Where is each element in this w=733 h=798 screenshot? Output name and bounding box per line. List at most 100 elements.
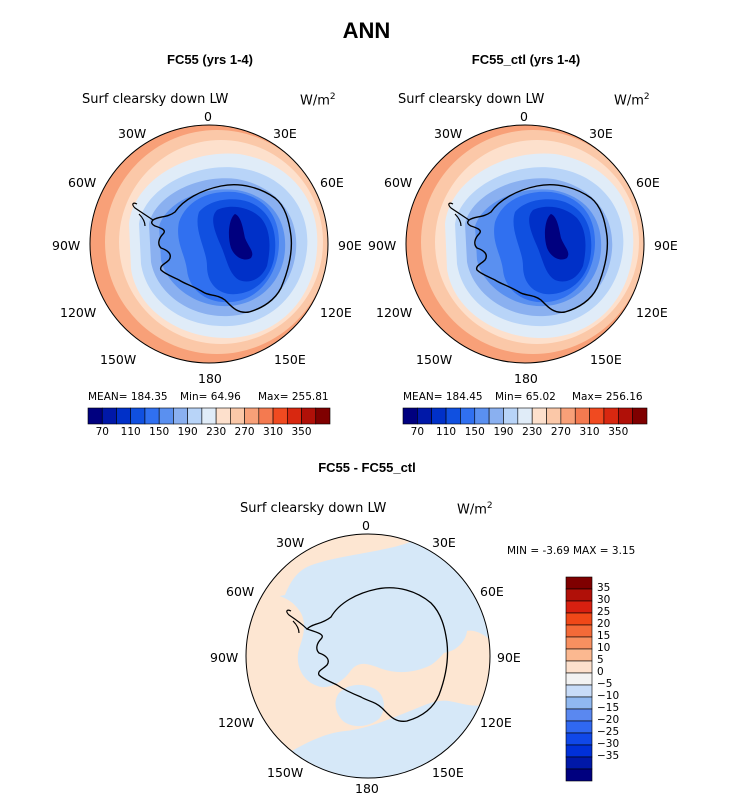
colorbar-swatch	[474, 407, 490, 425]
panel3-units: W/m2	[457, 501, 493, 518]
colorbar-swatch	[488, 407, 504, 425]
panel3-map	[245, 533, 491, 779]
colorbar-swatch	[565, 672, 593, 686]
colorbar-swatch	[565, 660, 593, 674]
panel2-units: W/m2	[614, 92, 650, 109]
panel1-lon-90e: 90E	[338, 238, 362, 253]
colorbar-tick-label: 230	[522, 426, 543, 438]
panel2-lon-90w: 90W	[368, 238, 397, 253]
colorbar-swatch	[565, 600, 593, 614]
colorbar-swatch	[565, 732, 593, 746]
panel3-lon-180: 180	[355, 781, 379, 796]
panel3-lon-60w: 60W	[226, 584, 255, 599]
panel1-mean: MEAN= 184.35	[88, 391, 168, 403]
panel2-title: FC55_ctl (yrs 1-4)	[471, 52, 581, 67]
colorbar-swatch	[565, 624, 593, 638]
colorbar-swatch	[565, 768, 593, 782]
colorbar-swatch	[565, 588, 593, 602]
panel2-lon-150e: 150E	[590, 352, 622, 367]
panel2-field-darkest	[544, 214, 569, 260]
colorbar-tick-label: 5	[597, 654, 604, 666]
colorbar-swatch	[565, 720, 593, 734]
panel2-lon-30e: 30E	[589, 126, 613, 141]
panel3-lon-150w: 150W	[267, 765, 304, 780]
panel1-peninsula	[132, 202, 154, 227]
colorbar-tick-label: −30	[597, 738, 620, 750]
colorbar-swatch	[517, 407, 533, 425]
panel2-variable-label: Surf clearsky down LW	[398, 92, 545, 107]
colorbar-swatch	[144, 407, 160, 425]
colorbar-swatch	[130, 407, 146, 425]
panel3-lon-120e: 120E	[480, 715, 512, 730]
colorbar-swatch	[632, 407, 648, 425]
panel1-lon-120w: 120W	[60, 305, 97, 320]
panel1-max: Max= 255.81	[258, 391, 329, 403]
panel2-mean: MEAN= 184.45	[403, 391, 483, 403]
colorbar-swatch	[565, 708, 593, 722]
panel1-lon-150e: 150E	[274, 352, 306, 367]
panel3-minmax: MIN = -3.69 MAX = 3.15	[507, 545, 636, 557]
colorbar-swatch	[272, 407, 288, 425]
colorbar-swatch	[546, 407, 562, 425]
colorbar-tick-label: 10	[597, 642, 611, 654]
panel3-colorbar	[565, 576, 593, 782]
colorbar-swatch	[445, 407, 461, 425]
colorbar-swatch	[116, 407, 132, 425]
colorbar-tick-label: −25	[597, 726, 620, 738]
colorbar-tick-label: 70	[95, 426, 109, 438]
panel1-lon-180: 180	[198, 371, 222, 386]
panel3-colorbar-ticks: 35 30 25 20 15 10 5 0 −5 −10 −15 −20 −25 −30 −35	[597, 577, 637, 781]
colorbar-swatch	[565, 744, 593, 758]
panel2-lon-120e: 120E	[636, 305, 668, 320]
colorbar-swatch	[431, 407, 447, 425]
colorbar-swatch	[417, 407, 433, 425]
panel3-lon-30e: 30E	[432, 535, 456, 550]
colorbar-swatch	[565, 576, 593, 590]
colorbar-swatch	[565, 648, 593, 662]
colorbar-swatch	[617, 407, 633, 425]
figure-title: ANN	[342, 18, 391, 43]
colorbar-tick-label: −15	[597, 702, 620, 714]
colorbar-tick-label: −35	[597, 750, 620, 762]
colorbar-tick-label: 150	[149, 426, 170, 438]
panel1-lon-60e: 60E	[320, 175, 344, 190]
colorbar-swatch	[173, 407, 188, 425]
panel3-lon-0: 0	[362, 518, 370, 533]
panel1-field-darkest	[228, 214, 253, 260]
colorbar-tick-label: 190	[177, 426, 198, 438]
colorbar-swatch	[230, 407, 245, 425]
panel2-min: Min= 65.02	[495, 391, 556, 403]
colorbar-tick-label: 270	[234, 426, 255, 438]
panel3-coastline	[305, 587, 449, 722]
panel1-lon-120e: 120E	[320, 305, 352, 320]
colorbar-swatch	[560, 407, 576, 425]
panel1-lon-30w: 30W	[118, 126, 147, 141]
panel2-lon-90e: 90E	[654, 238, 678, 253]
panel2-peninsula	[448, 202, 470, 227]
colorbar-swatch	[158, 407, 174, 425]
panel1-map	[89, 124, 329, 364]
panel3-lon-90e: 90E	[497, 650, 521, 665]
panel2-coastline	[467, 184, 609, 314]
colorbar-swatch	[603, 407, 619, 425]
colorbar-swatch	[187, 407, 203, 425]
panel1-lon-30e: 30E	[273, 126, 297, 141]
colorbar-swatch	[402, 407, 418, 425]
colorbar-tick-label: 350	[608, 426, 629, 438]
colorbar-tick-label: 350	[291, 426, 312, 438]
panel3-lon-30w: 30W	[276, 535, 305, 550]
colorbar-tick-label: 15	[597, 630, 611, 642]
colorbar-swatch	[301, 407, 317, 425]
colorbar-tick-label: 0	[597, 666, 604, 678]
panel3-peninsula	[286, 609, 308, 634]
panel2-max: Max= 256.16	[572, 391, 643, 403]
panel2-lon-30w: 30W	[434, 126, 463, 141]
panel2-colorbar	[402, 407, 648, 425]
panel3-field-positive-west	[246, 593, 490, 778]
colorbar-swatch	[315, 407, 331, 425]
colorbar-tick-label: 150	[464, 426, 485, 438]
panel3-variable-label: Surf clearsky down LW	[240, 501, 387, 516]
colorbar-swatch	[565, 612, 593, 626]
panel1-colorbar-ticks: 70 110 150 190 230 270 310 350	[88, 426, 330, 440]
panel1-min: Min= 64.96	[180, 391, 241, 403]
